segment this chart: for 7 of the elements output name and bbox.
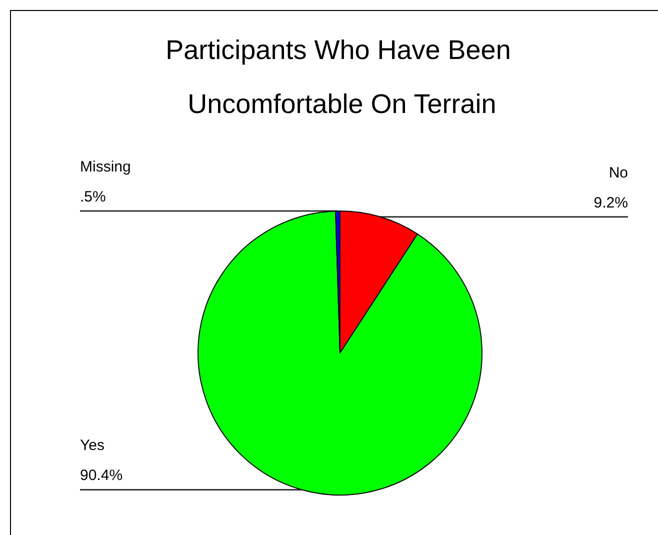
chart-title: Participants Who Have Been Uncomfortable On Terrain (166, 35, 518, 119)
data-label: 9.2% (594, 194, 628, 212)
slice-label: Missing (80, 158, 131, 176)
slice-label: No (608, 164, 628, 182)
slice-label: Yes (80, 437, 104, 454)
data-label: 90.4% (80, 467, 123, 484)
data-label: .5% (80, 188, 106, 206)
